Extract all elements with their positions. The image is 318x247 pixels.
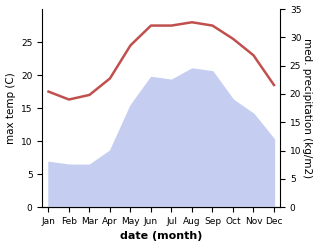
Y-axis label: med. precipitation (kg/m2): med. precipitation (kg/m2) — [302, 38, 313, 178]
X-axis label: date (month): date (month) — [120, 231, 203, 242]
Y-axis label: max temp (C): max temp (C) — [5, 72, 16, 144]
